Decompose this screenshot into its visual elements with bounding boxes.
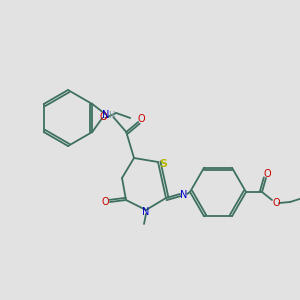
Text: N: N	[102, 110, 109, 120]
Text: O: O	[99, 112, 107, 122]
Text: O: O	[263, 169, 271, 179]
Text: N: N	[180, 190, 188, 200]
Text: O: O	[101, 197, 109, 207]
Text: H: H	[108, 110, 114, 119]
Text: O: O	[272, 198, 280, 208]
Text: N: N	[142, 207, 150, 217]
Text: S: S	[159, 159, 167, 169]
Text: O: O	[137, 114, 145, 124]
